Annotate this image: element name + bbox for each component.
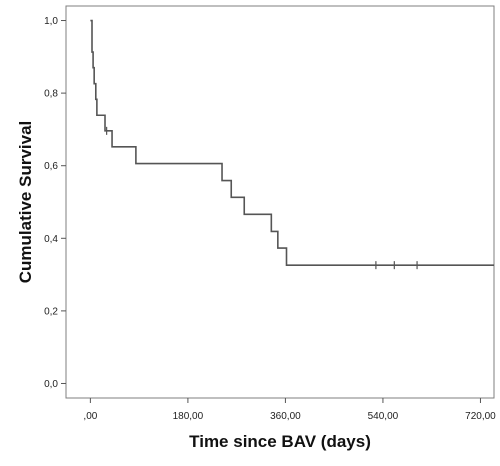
y-tick-label: 0,8 [44, 89, 58, 100]
y-tick-label: 0,2 [44, 306, 58, 317]
y-tick-label: 0,4 [44, 234, 58, 245]
y-axis: 0,0 0,2 0,4 0,6 0,8 1,0 [44, 16, 66, 390]
x-axis-title: Time since BAV (days) [189, 432, 371, 451]
y-tick-label: 1,0 [44, 16, 58, 27]
x-axis: ,00 180,00 360,00 540,00 720,00 [83, 398, 496, 422]
x-tick-label: ,00 [83, 411, 97, 422]
y-tick-label: 0,0 [44, 379, 58, 390]
x-tick-label: 540,00 [368, 411, 399, 422]
x-tick-label: 720,00 [465, 411, 496, 422]
y-axis-title: Cumulative Survival [16, 121, 35, 284]
y-tick-label: 0,6 [44, 161, 58, 172]
x-tick-label: 180,00 [173, 411, 204, 422]
x-tick-label: 360,00 [270, 411, 301, 422]
survival-curve [90, 19, 494, 266]
plot-frame [65, 5, 495, 399]
series-layer [90, 19, 494, 270]
